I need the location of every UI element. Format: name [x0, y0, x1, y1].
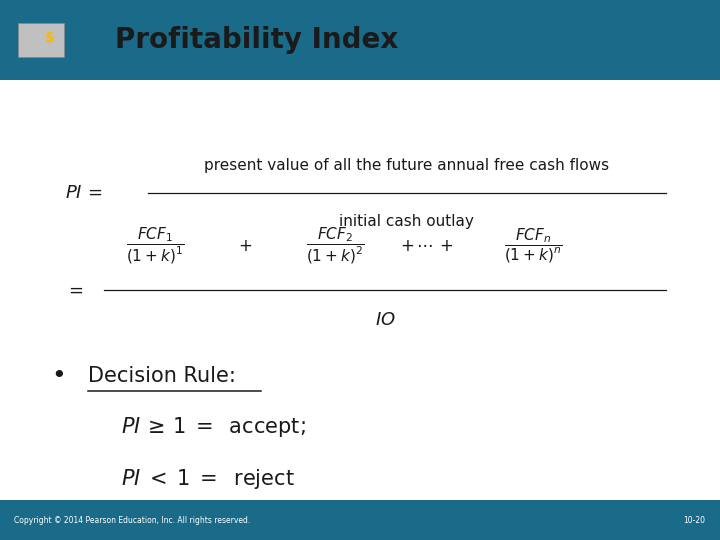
Text: $PI\;<\;1\;=\;$ reject: $PI\;<\;1\;=\;$ reject: [121, 467, 294, 491]
Text: $\dfrac{FCF_n}{(1+k)^n}$: $\dfrac{FCF_n}{(1+k)^n}$: [503, 227, 562, 265]
Text: $: $: [45, 31, 55, 45]
Text: $+$: $+$: [238, 237, 252, 255]
Text: $=$: $=$: [65, 281, 84, 299]
Text: Decision Rule:: Decision Rule:: [88, 366, 235, 386]
Text: Copyright © 2014 Pearson Education, Inc. All rights reserved.: Copyright © 2014 Pearson Education, Inc.…: [14, 516, 251, 524]
FancyBboxPatch shape: [0, 0, 720, 80]
FancyBboxPatch shape: [0, 0, 83, 80]
FancyBboxPatch shape: [0, 500, 720, 540]
Text: present value of all the future annual free cash flows: present value of all the future annual f…: [204, 158, 609, 173]
FancyBboxPatch shape: [19, 23, 63, 57]
Text: $IO$: $IO$: [375, 310, 395, 329]
Text: $PI\,=$: $PI\,=$: [65, 184, 102, 202]
Text: Profitability Index: Profitability Index: [115, 26, 398, 54]
Text: $\dfrac{FCF_1}{(1+k)^1}$: $\dfrac{FCF_1}{(1+k)^1}$: [125, 226, 184, 266]
Text: $\dfrac{FCF_2}{(1+k)^2}$: $\dfrac{FCF_2}{(1+k)^2}$: [305, 226, 364, 266]
Text: 10-20: 10-20: [683, 516, 706, 524]
Text: initial cash outlay: initial cash outlay: [339, 214, 474, 229]
Text: $+\,\cdots\,+$: $+\,\cdots\,+$: [400, 237, 453, 255]
Text: $PI\,\geq\,1\;=\;$ accept;: $PI\,\geq\,1\;=\;$ accept;: [121, 415, 305, 440]
Text: •: •: [52, 364, 66, 388]
